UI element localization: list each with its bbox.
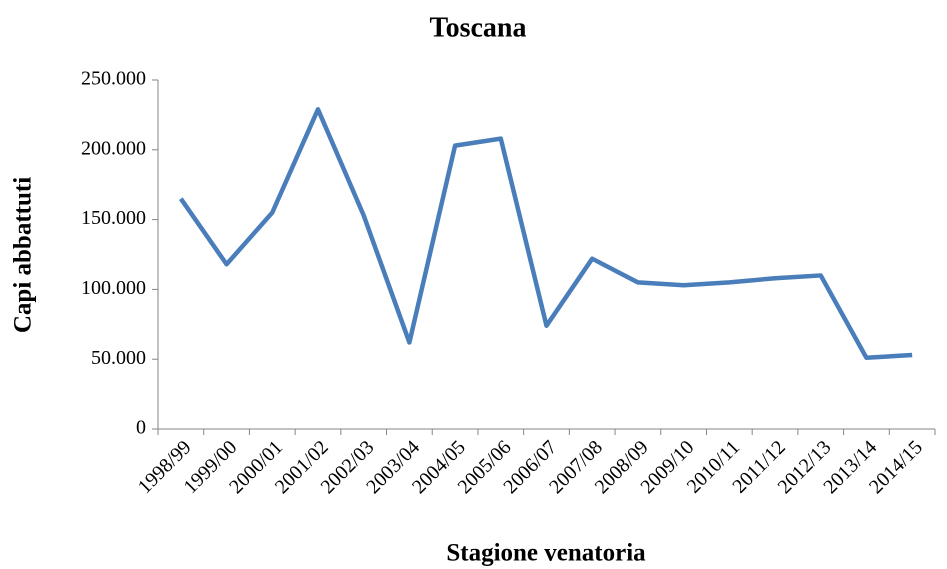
x-axis-label: Stagione venatoria — [446, 540, 646, 567]
y-tick-label: 150.000 — [81, 207, 146, 229]
data-line — [179, 107, 913, 361]
y-tick-label: 50.000 — [91, 347, 146, 369]
chart-title: Toscana — [429, 12, 526, 43]
y-tick-label: 100.000 — [81, 277, 146, 299]
y-axis-label: Capi abbattuti — [10, 177, 37, 333]
y-tick-label: 0 — [136, 417, 146, 439]
y-tick-label: 250.000 — [81, 68, 146, 90]
y-tick-label: 200.000 — [81, 137, 146, 159]
